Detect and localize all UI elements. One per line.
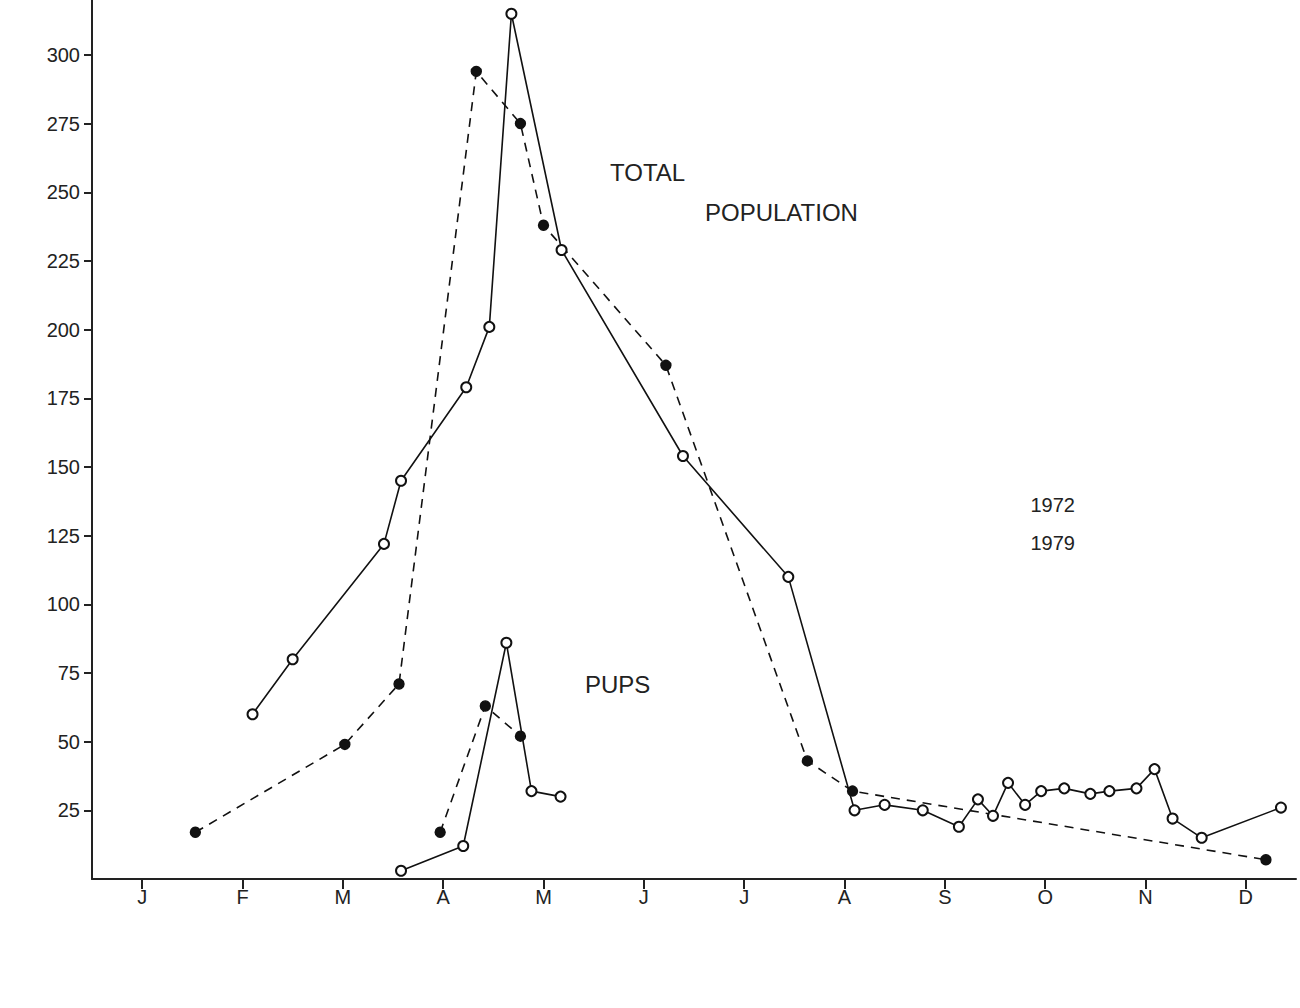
svg-text:N: N xyxy=(1138,886,1152,908)
svg-text:75: 75 xyxy=(58,662,80,684)
svg-text:25: 25 xyxy=(58,799,80,821)
svg-text:J: J xyxy=(137,886,147,908)
svg-text:M: M xyxy=(535,886,552,908)
svg-text:275: 275 xyxy=(47,113,80,135)
svg-text:200: 200 xyxy=(47,319,80,341)
svg-text:150: 150 xyxy=(47,456,80,478)
svg-text:225: 225 xyxy=(47,250,80,272)
svg-text:A: A xyxy=(436,886,450,908)
svg-text:D: D xyxy=(1239,886,1253,908)
svg-text:S: S xyxy=(938,886,951,908)
svg-text:M: M xyxy=(334,886,351,908)
svg-text:50: 50 xyxy=(58,731,80,753)
svg-text:J: J xyxy=(739,886,749,908)
svg-text:PUPS: PUPS xyxy=(585,671,650,698)
svg-text:300: 300 xyxy=(47,44,80,66)
svg-text:O: O xyxy=(1037,886,1053,908)
svg-text:1979: 1979 xyxy=(1031,532,1076,554)
svg-text:100: 100 xyxy=(47,593,80,615)
svg-text:1972: 1972 xyxy=(1031,494,1076,516)
svg-text:TOTAL: TOTAL xyxy=(610,159,685,186)
svg-text:A: A xyxy=(838,886,852,908)
svg-text:F: F xyxy=(236,886,248,908)
svg-text:J: J xyxy=(639,886,649,908)
svg-text:POPULATION: POPULATION xyxy=(705,199,858,226)
svg-text:125: 125 xyxy=(47,525,80,547)
svg-text:250: 250 xyxy=(47,181,80,203)
svg-text:175: 175 xyxy=(47,387,80,409)
